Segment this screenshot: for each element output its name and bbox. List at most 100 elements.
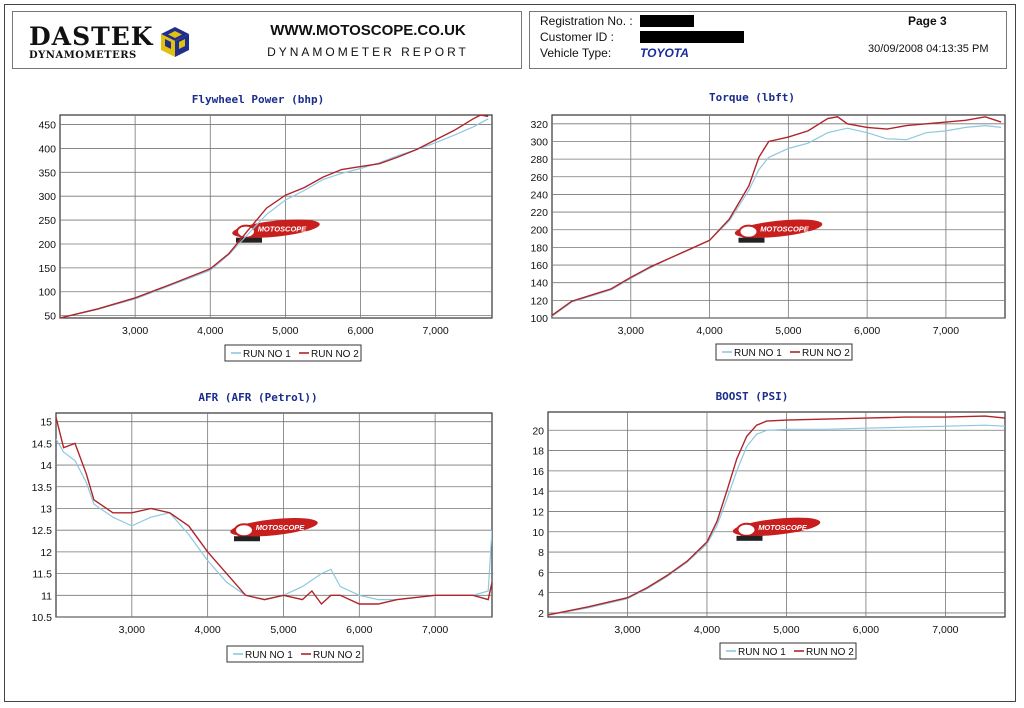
power-legend: RUN NO 1 RUN NO 2 [224, 344, 362, 362]
boost-title: BOOST (PSI) [716, 390, 789, 403]
torque-legend: RUN NO 1 RUN NO 2 [715, 343, 853, 361]
power-xtick-label: 7,000 [423, 325, 449, 337]
torque-ytick-label: 120 [530, 295, 548, 307]
boost-ytick-label: 8 [538, 547, 544, 559]
torque-legend-label: RUN NO 1 [734, 348, 782, 359]
boost-series-run-no-1 [548, 424, 1005, 616]
boost-series-run-no-2 [548, 415, 1005, 616]
afr-ytick-label: 10.5 [32, 612, 53, 624]
afr-xtick-label: 7,000 [422, 624, 448, 636]
power-ytick-label: 400 [38, 143, 56, 155]
boost-chart: BOOST (PSI) 2 4 6 8 10 12 14 16 18 20 3,000 4,000 5,0… [532, 390, 1006, 660]
torque-ytick-label: 180 [530, 242, 548, 254]
website-url: WWW.MOTOSCOPE.CO.UK [270, 22, 466, 39]
power-series-run-no-2 [60, 114, 489, 319]
torque-ytick-label: 300 [530, 136, 548, 148]
customer-redaction [640, 31, 744, 43]
report-datetime: 30/09/2008 04:13:35 PM [868, 43, 989, 55]
power-xtick-label: 5,000 [272, 325, 298, 337]
afr-ytick-label: 14.5 [32, 438, 53, 450]
afr-title: AFR (AFR (Petrol)) [198, 391, 317, 404]
afr-watermark-logo: MOTOSCOPE [230, 518, 318, 542]
page-frame [4, 4, 1016, 702]
power-ytick-label: 100 [38, 287, 56, 299]
torque-title: Torque (lbft) [709, 91, 795, 104]
torque-legend-box [715, 343, 853, 361]
power-legend-box [224, 344, 362, 362]
power-title: Flywheel Power (bhp) [192, 93, 324, 106]
vehicle-value: TOYOTA [640, 46, 689, 60]
torque-series-run-no-2 [552, 116, 1002, 316]
watermark-checker-icon [738, 237, 765, 243]
watermark-wheel-icon [736, 522, 757, 537]
afr-chart: AFR (AFR (Petrol)) 10.5 11 11.5 12 12.5 13 13.5… [32, 391, 493, 663]
boost-xtick-label: 7,000 [932, 624, 958, 636]
watermark-text: MOTOSCOPE [258, 225, 308, 234]
power-ytick-label: 350 [38, 167, 56, 179]
power-ytick-label: 300 [38, 191, 56, 203]
cube-logo-icon [161, 27, 189, 57]
afr-legend: RUN NO 1 RUN NO 2 [226, 645, 364, 663]
registration-label: Registration No. : [540, 14, 633, 28]
afr-legend-box [226, 645, 364, 663]
power-series-run-no-1 [60, 118, 489, 319]
power-legend-label: RUN NO 2 [311, 349, 359, 360]
watermark-text: MOTOSCOPE [256, 523, 306, 532]
watermark-text: MOTOSCOPE [760, 225, 810, 234]
torque-ytick-label: 280 [530, 154, 548, 166]
boost-watermark-logo: MOTOSCOPE [732, 517, 821, 541]
boost-ytick-label: 14 [532, 486, 544, 498]
torque-ytick-label: 220 [530, 207, 548, 219]
report-title: DYNAMOMETER REPORT [267, 45, 469, 59]
torque-series-run-no-1 [552, 124, 1002, 317]
torque-xtick-label: 5,000 [775, 325, 801, 337]
power-ytick-label: 250 [38, 215, 56, 227]
watermark-checker-icon [736, 535, 763, 541]
torque-ytick-label: 100 [530, 313, 548, 325]
torque-ytick-label: 240 [530, 189, 548, 201]
afr-xtick-label: 4,000 [195, 624, 221, 636]
afr-legend-label: RUN NO 2 [313, 650, 361, 661]
power-ytick-label: 200 [38, 239, 56, 251]
brand-name: DASTEK [29, 22, 154, 51]
page-number: Page 3 [908, 14, 947, 28]
power-xtick-label: 6,000 [347, 325, 373, 337]
boost-legend-box [719, 642, 857, 660]
torque-ytick-label: 200 [530, 225, 548, 237]
torque-xtick-label: 3,000 [618, 325, 644, 337]
watermark-checker-icon [234, 536, 260, 542]
header-right-panel: Registration No. : Customer ID : Vehicle… [529, 11, 1007, 69]
power-ytick-label: 450 [38, 120, 56, 132]
torque-xtick-label: 7,000 [933, 325, 959, 337]
torque-ytick-label: 140 [530, 278, 548, 290]
torque-xtick-label: 6,000 [854, 325, 880, 337]
afr-plot-area [55, 412, 493, 618]
boost-legend-label: RUN NO 2 [806, 647, 854, 658]
boost-xtick-label: 4,000 [694, 624, 720, 636]
brand-subtitle: DYNAMOMETERS [29, 50, 137, 61]
torque-plot-area [551, 114, 1006, 319]
torque-legend-label: RUN NO 2 [802, 348, 850, 359]
power-ytick-label: 150 [38, 263, 56, 275]
boost-xtick-label: 3,000 [614, 624, 640, 636]
afr-series-run-no-2 [56, 417, 492, 606]
afr-xtick-label: 6,000 [346, 624, 372, 636]
header-left-panel: DASTEK DYNAMOMETERS WWW.MOTOSCOPE.CO.UK … [12, 11, 522, 69]
power-xtick-label: 3,000 [122, 325, 148, 337]
watermark-wheel-icon [738, 224, 759, 239]
afr-ytick-label: 15 [40, 417, 52, 429]
afr-ytick-label: 14 [40, 460, 52, 472]
afr-xtick-label: 3,000 [119, 624, 145, 636]
torque-ytick-label: 320 [530, 119, 548, 131]
vehicle-label: Vehicle Type: [540, 46, 612, 60]
torque-watermark-logo: MOTOSCOPE [734, 219, 823, 243]
boost-ytick-label: 20 [532, 425, 544, 437]
power-ytick-label: 50 [44, 311, 56, 323]
power-chart: Flywheel Power (bhp) 50 100 150 200 250 300 350… [38, 93, 493, 362]
afr-ytick-label: 11 [41, 590, 52, 602]
boost-ytick-label: 2 [538, 608, 544, 620]
power-legend-label: RUN NO 1 [243, 349, 291, 360]
registration-redaction [640, 15, 694, 27]
boost-xtick-label: 5,000 [773, 624, 799, 636]
